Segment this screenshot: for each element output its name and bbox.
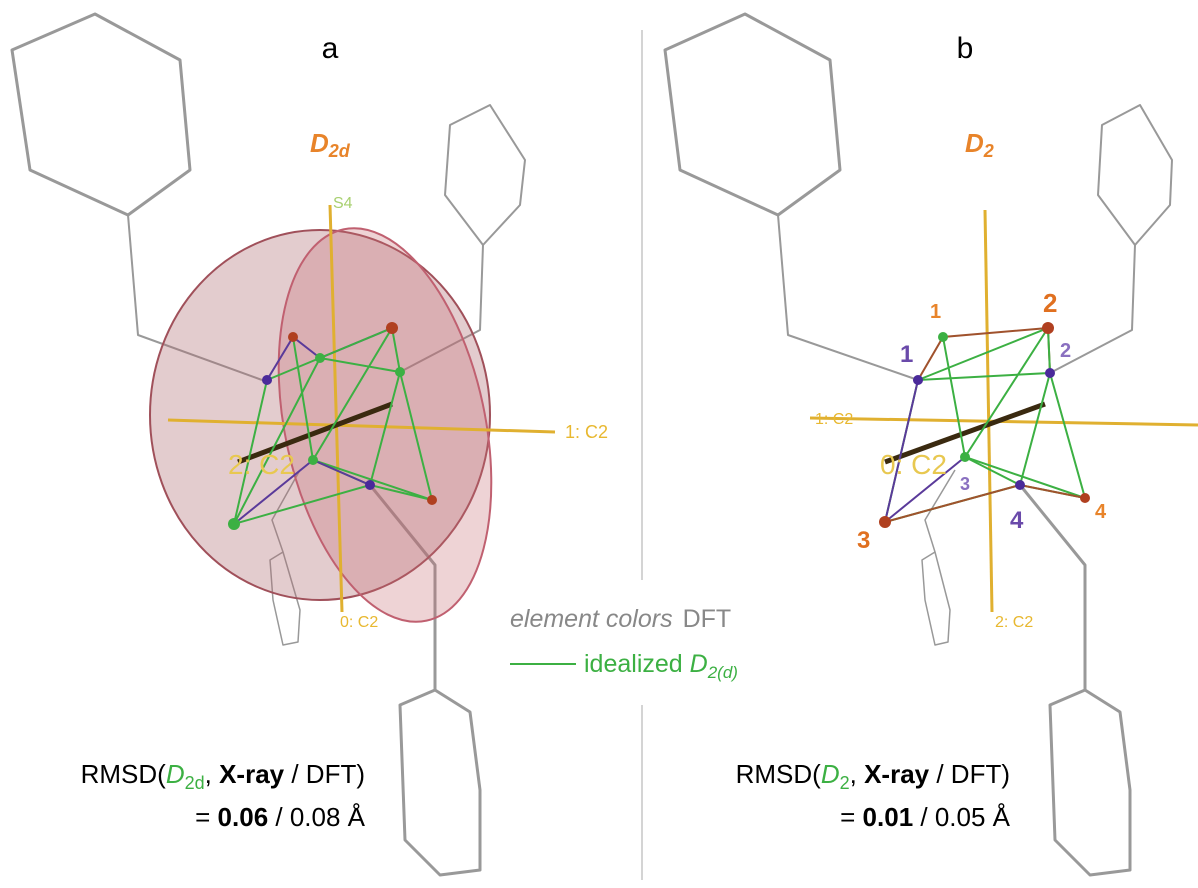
rmsd-prefix: RMSD( <box>81 759 167 789</box>
rmsd-sep: , <box>205 759 219 789</box>
rmsd-xray-value: 0.01 <box>863 802 914 832</box>
pg-sub: 2d <box>328 141 351 161</box>
atom-label: 4 <box>1095 501 1107 523</box>
atom-label: 1 <box>930 301 941 323</box>
atom-label: 3 <box>960 474 970 494</box>
axis-label: S4 <box>333 195 353 212</box>
legend-sub: 2(d) <box>707 663 738 682</box>
rmsd-group: D <box>166 759 185 789</box>
rmsd-sub: 2d <box>185 773 205 793</box>
rmsd-line: RMSD(D2, X-ray / DFT) <box>736 759 1010 793</box>
axis-label: 2: C2 <box>228 449 295 480</box>
point-group: D2d <box>310 128 351 161</box>
legend-text: element colors DFT <box>510 605 731 633</box>
rmsd-prefix: RMSD( <box>736 759 822 789</box>
rmsd-xray-value: 0.06 <box>218 802 269 832</box>
panel-b-drawing <box>665 14 1198 875</box>
rmsd-sep: , <box>850 759 864 789</box>
figure: a D2d S4 1: C2 2: C2 0: C2 b D2 1: C2 0:… <box>0 0 1198 888</box>
rmsd-xray: X-ray <box>864 759 930 789</box>
atom-label: 1 <box>900 341 913 368</box>
rmsd-rest: / DFT) <box>929 759 1010 789</box>
atom-label: 3 <box>857 527 870 554</box>
panel-label: a <box>322 32 339 65</box>
rmsd-sub: 2 <box>840 773 850 793</box>
rmsd-equals: = <box>195 802 217 832</box>
legend-text: idealized D2(d) <box>584 650 738 682</box>
legend-element: element colors <box>510 605 673 633</box>
panel-a-drawing <box>12 14 555 875</box>
legend-idealized: idealized <box>584 650 690 678</box>
axis-label: 0: C2 <box>880 449 947 480</box>
rmsd-dft-value: / 0.05 Å <box>913 802 1010 832</box>
atom-label: 2 <box>1043 288 1057 318</box>
rmsd-xray: X-ray <box>219 759 285 789</box>
rmsd-equals: = <box>840 802 862 832</box>
point-group: D2 <box>965 128 994 161</box>
pg-symbol: D <box>310 128 329 158</box>
axis-label: 2: C2 <box>995 614 1033 631</box>
axis-label: 1: C2 <box>565 422 608 442</box>
atom-label: 4 <box>1010 507 1024 534</box>
pg-sub: 2 <box>983 141 994 161</box>
rmsd-values: = 0.06 / 0.08 Å <box>195 802 366 832</box>
pg-symbol: D <box>965 128 984 158</box>
rmsd-line: RMSD(D2d, X-ray / DFT) <box>81 759 365 793</box>
atom-label: 2 <box>1060 340 1071 362</box>
legend-symbol: D <box>690 650 708 678</box>
rmsd-group: D <box>821 759 840 789</box>
rmsd-rest: / DFT) <box>284 759 365 789</box>
axis-label: 1: C2 <box>815 411 853 428</box>
legend-dft: DFT <box>683 605 732 633</box>
rmsd-dft-value: / 0.08 Å <box>268 802 365 832</box>
axis-label: 0: C2 <box>340 614 378 631</box>
panel-label: b <box>957 32 974 65</box>
rmsd-values: = 0.01 / 0.05 Å <box>840 802 1011 832</box>
